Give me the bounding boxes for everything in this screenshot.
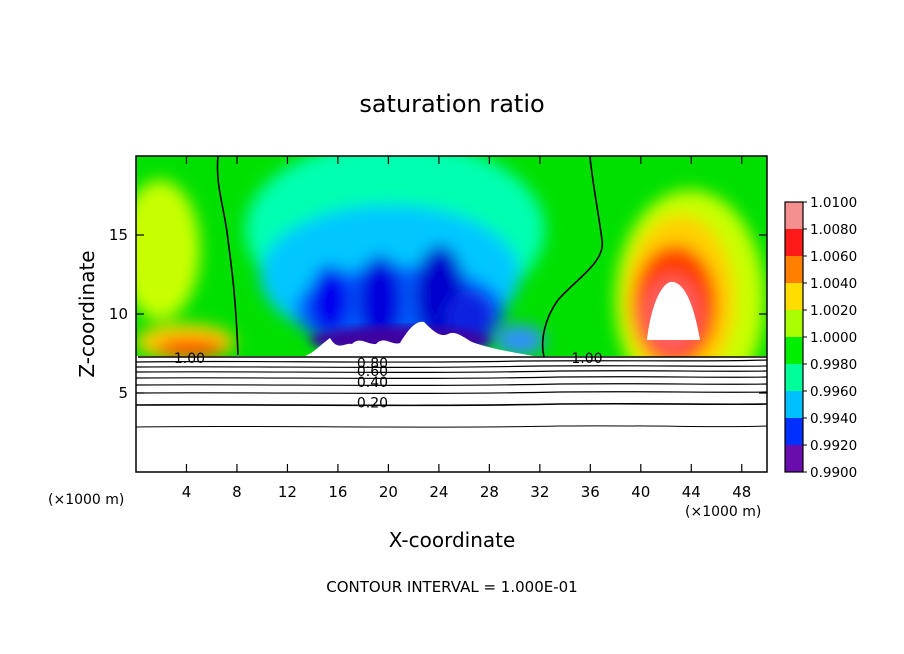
x-tick-label: 32 [530, 483, 549, 501]
colorbar: 1.0100 1.0080 1.0060 1.0040 1.0020 1.0000 0.99… [784, 195, 857, 481]
colorbar-label: 0.9920 [810, 438, 857, 454]
contour-label-layer: 1.00 0.800.600.40 0.20 1.00 [174, 351, 603, 411]
y-tick-label: 10 [109, 305, 128, 323]
colorbar-label: 1.0040 [810, 276, 857, 292]
colorbar-label: 1.0060 [810, 249, 857, 265]
colorbar-swatch [785, 337, 803, 365]
x-tick-label: 4 [182, 483, 192, 501]
colorbar-label: 0.9940 [810, 411, 857, 427]
colorbar-swatch [785, 364, 803, 392]
x-tick-label: 20 [379, 483, 398, 501]
x-tick-label: 36 [581, 483, 600, 501]
contour-label: 0.40 [357, 375, 388, 391]
x-tick-label: 24 [429, 483, 448, 501]
x-axis-label: X-coordinate [389, 528, 516, 552]
colorbar-swatch [785, 310, 803, 338]
y-axis-label: Z-coordinate [75, 250, 99, 377]
plot-area: 1.00 0.800.600.40 0.20 1.00 [136, 156, 767, 472]
saturation-field [136, 156, 767, 472]
x-axis: 4 8 12 16 20 24 28 32 36 40 44 48 [182, 156, 751, 501]
contour-interval-note: CONTOUR INTERVAL = 1.000E-01 [326, 578, 577, 596]
x-tick-label: 40 [631, 483, 650, 501]
x-tick-label: 44 [682, 483, 701, 501]
contour-label: 0.60 [357, 364, 388, 380]
x-axis-unit-left: (×1000 m) [48, 492, 124, 508]
y-tick-label: 15 [109, 226, 128, 244]
colorbar-swatch [785, 391, 803, 419]
colorbar-label: 1.0100 [810, 195, 857, 211]
contour-label: 1.00 [174, 351, 205, 367]
colorbar-swatch [785, 445, 803, 473]
contour-label: 1.00 [571, 351, 602, 367]
colorbar-label: 1.0020 [810, 303, 857, 319]
y-axis: 5 10 15 [109, 226, 767, 402]
colorbar-label: 0.9960 [810, 384, 857, 400]
chart-title: saturation ratio [359, 90, 544, 118]
colorbar-swatch [785, 256, 803, 284]
colorbar-label: 0.9980 [810, 357, 857, 373]
contour-label: 0.80 [357, 356, 388, 372]
colorbar-swatch [785, 283, 803, 311]
colorbar-swatch [785, 202, 803, 230]
x-axis-unit-right: (×1000 m) [685, 504, 761, 520]
y-tick-label: 5 [118, 384, 128, 402]
colorbar-swatch [785, 418, 803, 446]
colorbar-label: 0.9900 [810, 465, 857, 481]
x-tick-label: 48 [732, 483, 751, 501]
x-tick-label: 16 [328, 483, 347, 501]
contour-lines [136, 156, 767, 428]
colorbar-label: 1.0080 [810, 222, 857, 238]
colorbar-label: 1.0000 [810, 330, 857, 346]
contour-label: 0.20 [357, 395, 388, 411]
x-tick-label: 8 [232, 483, 242, 501]
colorbar-swatch [785, 229, 803, 257]
x-tick-label: 12 [278, 483, 297, 501]
x-tick-label: 28 [480, 483, 499, 501]
